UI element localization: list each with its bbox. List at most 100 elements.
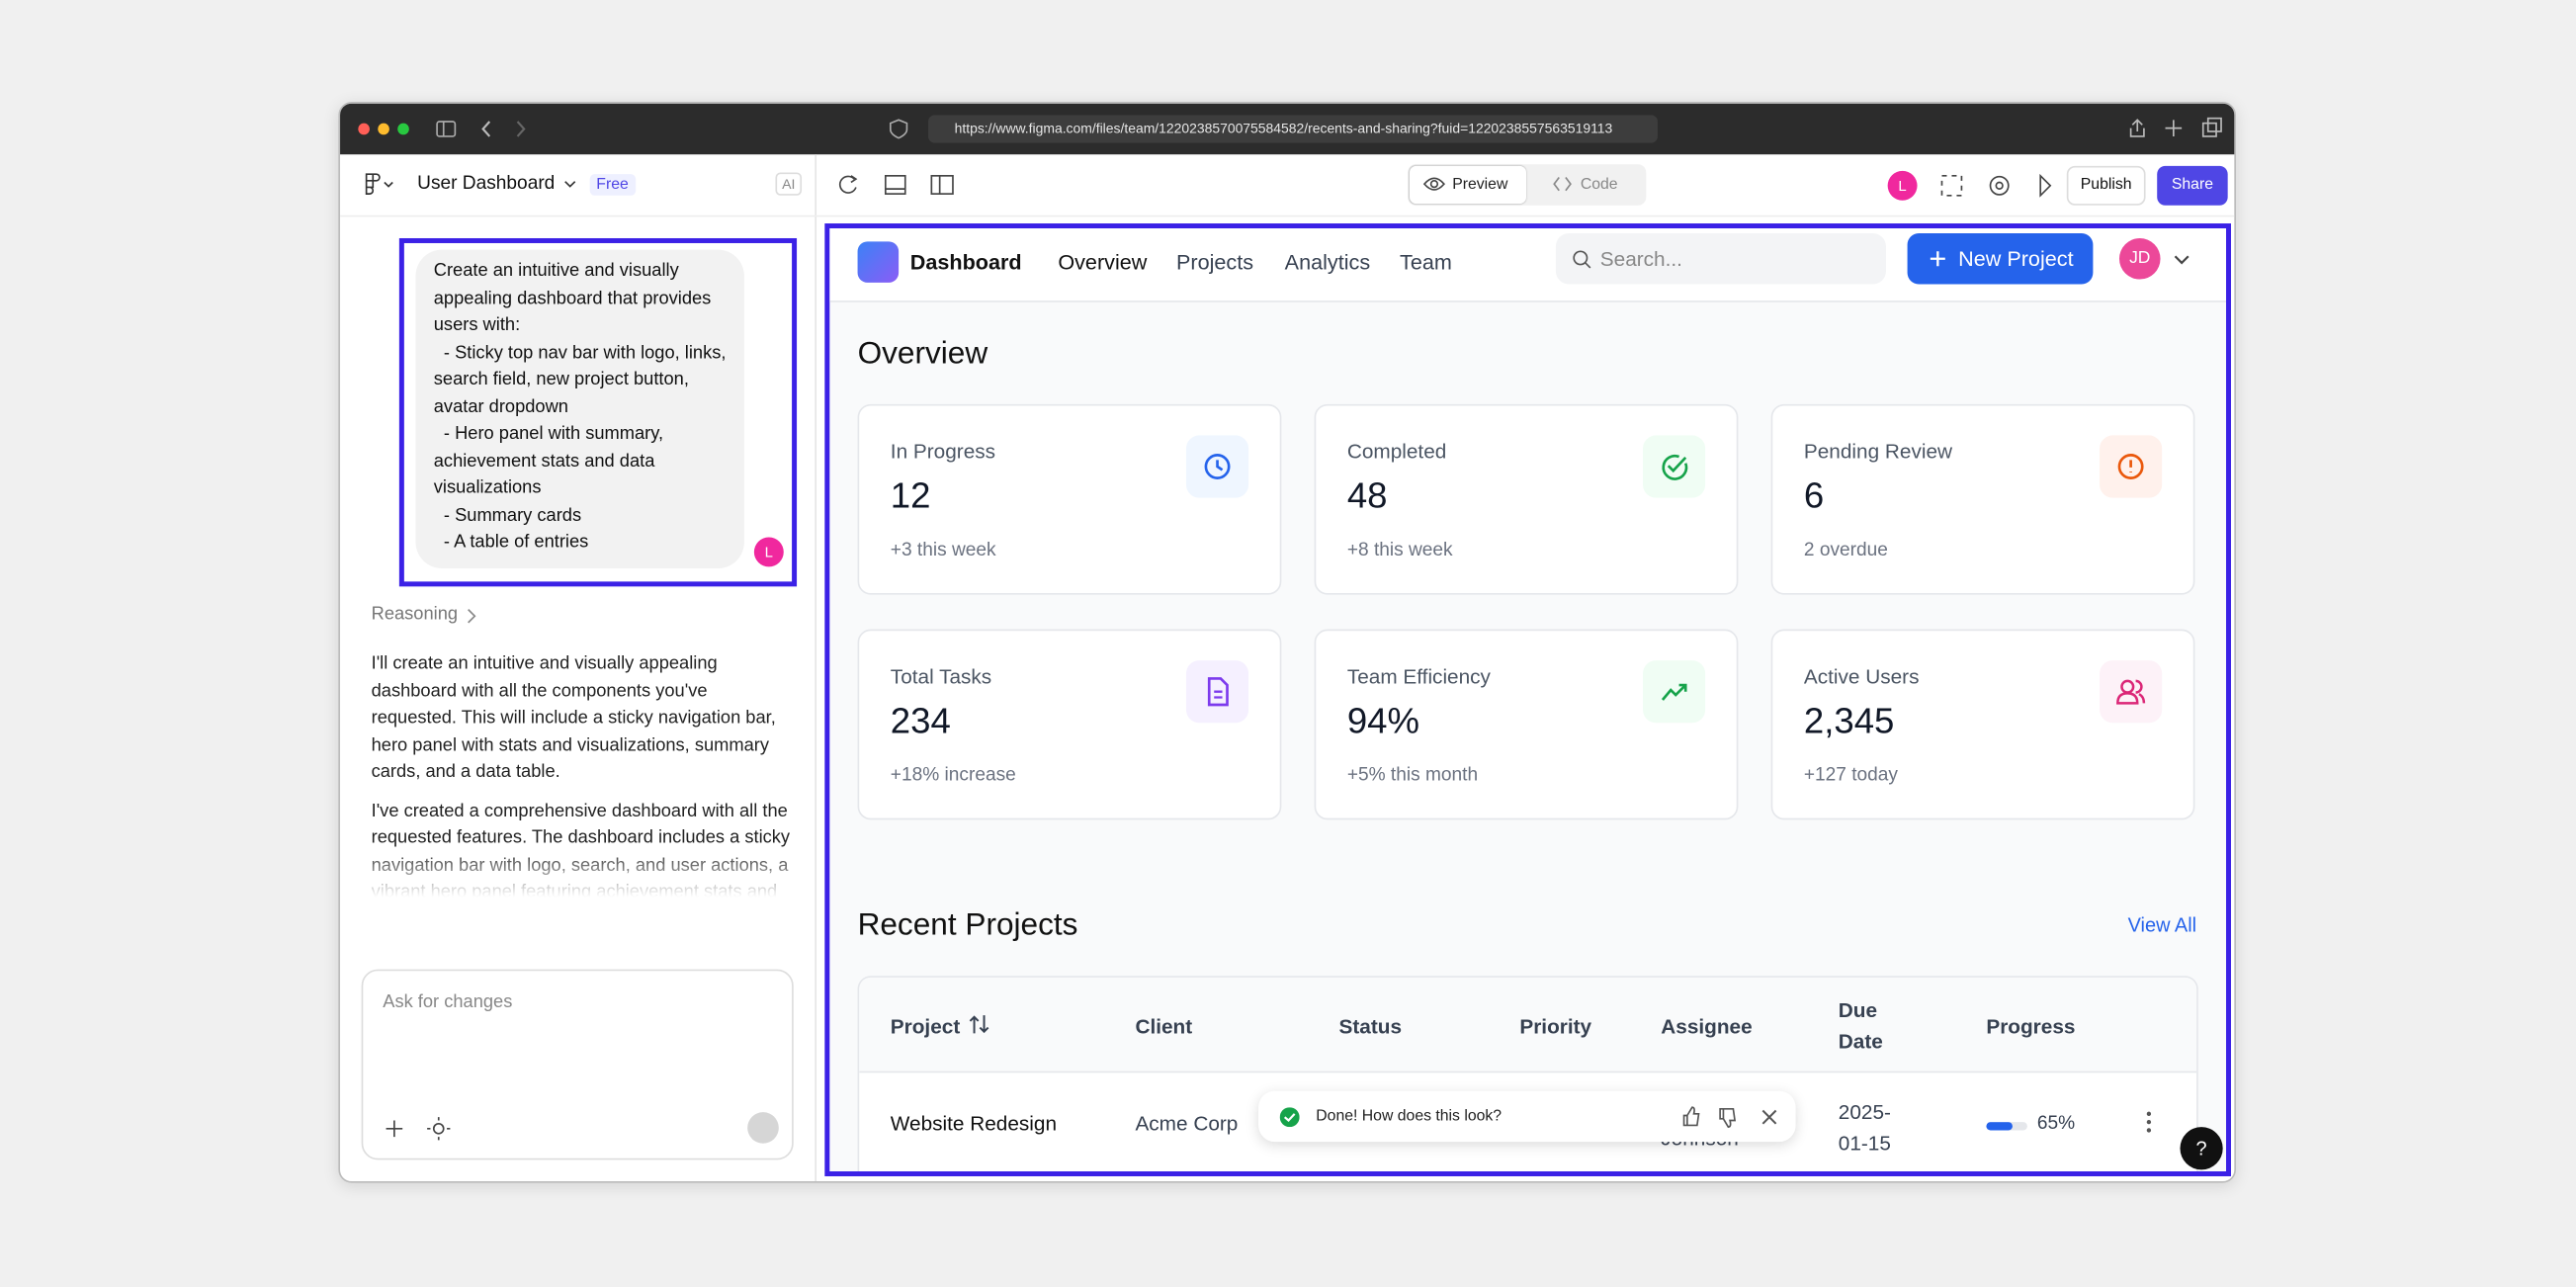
top-nav: Dashboard Search... New Project JD Overv…	[829, 228, 2227, 302]
prompt-line: visualizations	[433, 477, 542, 498]
nav-link[interactable]: Analytics	[1284, 249, 1371, 275]
dashboard: Dashboard Search... New Project JD Overv…	[829, 228, 2227, 1172]
card-value: 2,345	[1803, 700, 1895, 741]
summary-card: Completed 48 +8 this week	[1314, 403, 1739, 595]
column-header[interactable]: Project	[890, 1015, 961, 1039]
toast-message: Done! How does this look?	[1316, 1107, 1503, 1126]
help-button[interactable]: ?	[2180, 1127, 2223, 1170]
user-avatar: L	[753, 537, 784, 567]
prompt-line: users with:	[433, 315, 521, 336]
chevron	[468, 609, 476, 624]
brand[interactable]: Dashboard	[909, 249, 1022, 275]
feedback-actions[interactable]	[1680, 1106, 1785, 1129]
highlight-box	[398, 237, 798, 587]
summary-card: Active Users 2,345 +127 today	[1770, 629, 2195, 820]
icon	[1207, 677, 1229, 707]
card-title: In Progress	[890, 440, 996, 464]
title-bar: https://www.figma.com/files/team/1220238…	[340, 103, 2235, 155]
plus-icon	[1930, 251, 1945, 267]
icon	[2117, 454, 2144, 479]
card-icon	[1185, 660, 1249, 724]
close-button[interactable]	[358, 123, 370, 135]
avatar-dropdown[interactable]: JD	[2118, 237, 2161, 280]
prompt-line: - Sticky top nav bar with logo, links,	[433, 342, 727, 363]
share-button[interactable]: Share	[2157, 165, 2228, 206]
address-bar[interactable]: https://www.figma.com/files/team/1220238…	[928, 115, 1658, 143]
card-note: +18% increase	[890, 765, 1016, 786]
card-value: 234	[890, 700, 951, 741]
card-icon	[1185, 435, 1249, 498]
preview-frame: Dashboard Search... New Project JD Overv…	[824, 223, 2231, 1176]
window-actions	[2129, 117, 2222, 137]
send-button[interactable]	[747, 1112, 779, 1144]
prompt-line: appealing dashboard that provides	[433, 288, 712, 308]
sort-icon[interactable]	[968, 1013, 990, 1035]
ai-badge[interactable]: AI	[775, 172, 803, 196]
icon	[2116, 679, 2146, 705]
card-value: 12	[890, 474, 931, 516]
progress-fill	[1986, 1122, 2014, 1131]
zoom-button[interactable]	[397, 123, 409, 135]
chat-input[interactable]: Ask for changes	[361, 969, 794, 1160]
prompt-line: achievement stats and data	[433, 451, 655, 472]
prompt-line: Create an intuitive and visually	[433, 261, 679, 282]
project-name[interactable]: User Dashboard	[417, 174, 556, 195]
column-header: Client	[1135, 1015, 1193, 1039]
icon	[1204, 454, 1231, 479]
chevron	[564, 181, 576, 188]
row-menu[interactable]	[2144, 1111, 2154, 1134]
toolbar-actions[interactable]	[1938, 173, 2053, 200]
check-icon	[1279, 1107, 1300, 1128]
nav-link[interactable]: Projects	[1175, 249, 1254, 275]
summary-card: Pending Review 6 2 overdue	[1770, 403, 2195, 595]
code-icon	[1553, 176, 1572, 192]
reasoning-toggle[interactable]: Reasoning	[371, 604, 459, 625]
prompt-line: - Summary cards	[433, 505, 582, 526]
card-note: +3 this week	[890, 540, 996, 560]
column-header: Priority	[1519, 1015, 1592, 1039]
search-placeholder: Search...	[1599, 247, 1682, 272]
divider	[340, 214, 817, 217]
logo[interactable]	[857, 241, 900, 283]
card-icon	[1643, 435, 1706, 498]
figma-menu[interactable]	[362, 173, 398, 196]
card-icon	[2100, 435, 2163, 498]
card-value: 94%	[1346, 700, 1420, 741]
view-all-link[interactable]: View All	[2127, 913, 2197, 937]
summary-card: In Progress 12 +3 this week	[857, 403, 1282, 595]
nav-icons	[436, 121, 526, 137]
card-value: 48	[1346, 474, 1388, 516]
card-title: Completed	[1346, 440, 1447, 464]
minimize-button[interactable]	[378, 123, 389, 135]
card-note: 2 overdue	[1803, 540, 1888, 560]
card-note: +127 today	[1803, 765, 1898, 786]
icon	[1662, 454, 1688, 480]
code-tab[interactable]: Code	[1580, 175, 1618, 195]
preview-label: Preview	[1452, 175, 1508, 195]
publish-button[interactable]: Publish	[2066, 165, 2146, 206]
user-avatar[interactable]: L	[1887, 170, 1918, 201]
preview-tab[interactable]	[1409, 165, 1526, 205]
column-header: Assignee	[1661, 1015, 1753, 1039]
card-note: +8 this week	[1346, 540, 1453, 560]
search-field[interactable]: Search...	[1555, 233, 1886, 285]
cell-due: 2025-01-15	[1838, 1100, 1891, 1156]
progress-track	[1986, 1122, 2027, 1131]
table-header	[859, 977, 2197, 1073]
input-tools[interactable]	[383, 1115, 481, 1142]
card-title: Pending Review	[1803, 440, 1953, 464]
summary-card: Team Efficiency 94% +5% this month	[1314, 629, 1739, 820]
new-project-button[interactable]: New Project	[1907, 233, 2094, 285]
nav-link[interactable]: Overview	[1058, 249, 1148, 275]
toolbar-icons[interactable]	[836, 173, 968, 200]
response-paragraph: I'll create an intuitive and visually ap…	[371, 653, 776, 783]
button-label: New Project	[1958, 246, 2074, 272]
column-header: Due Date	[1838, 998, 1883, 1054]
chevron	[2174, 255, 2190, 265]
cell-project: Website Redesign	[890, 1112, 1058, 1136]
plan-badge: Free	[589, 174, 636, 196]
response-paragraph: I've created a comprehensive dashboard w…	[371, 801, 791, 898]
chat-panel: User Dashboard Free AI Create an intuiti…	[340, 154, 817, 1181]
nav-link[interactable]: Team	[1400, 249, 1452, 275]
